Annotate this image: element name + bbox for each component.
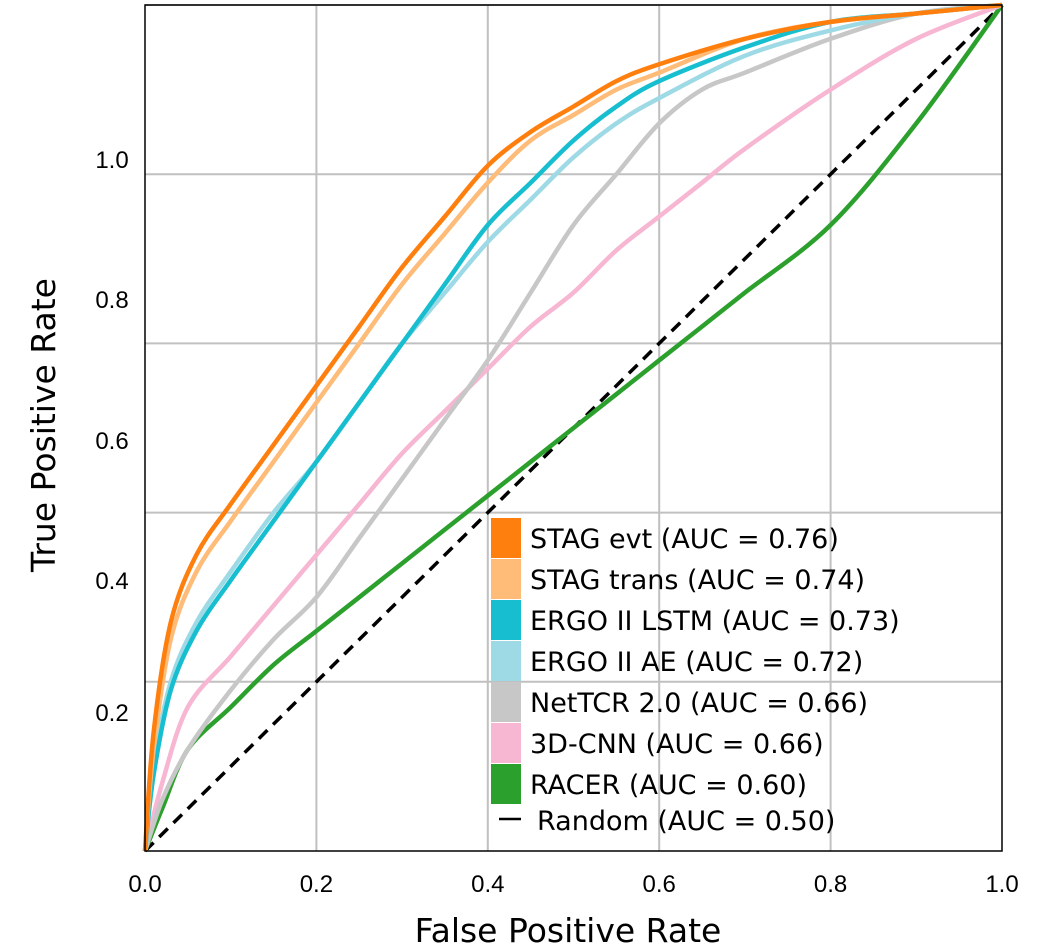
legend-label: RACER (AUC = 0.60) (530, 770, 807, 801)
legend-label: ERGO II AE (AUC = 0.72) (530, 647, 863, 678)
legend-swatch (491, 518, 521, 558)
y-tick-label: 0.6 (95, 428, 128, 455)
y-tick-label: 1.0 (95, 147, 128, 174)
y-tick-labels: 0.2 0.4 0.6 0.8 1.0 (95, 147, 128, 727)
y-axis-title: True Positive Rate (24, 278, 63, 573)
y-tick-label: 0.2 (95, 700, 128, 727)
legend-swatch (491, 641, 521, 681)
legend-label: 3D-CNN (AUC = 0.66) (530, 729, 824, 760)
legend-swatch (491, 600, 521, 640)
series-line-6 (142, 3, 1004, 852)
x-tick-label: 0.2 (300, 871, 333, 898)
legend-label: STAG evt (AUC = 0.76) (530, 524, 839, 555)
series-line-0 (142, 2, 1003, 852)
legend: STAG evt (AUC = 0.76) STAG trans (AUC = 0… (491, 518, 900, 837)
legend-label: Random (AUC = 0.50) (537, 806, 835, 837)
x-tick-label: 0.6 (643, 871, 676, 898)
plot-frame (144, 4, 1003, 852)
series-lines (142, 2, 1004, 853)
legend-label: STAG trans (AUC = 0.74) (530, 565, 865, 596)
x-tick-label: 0.8 (814, 871, 847, 898)
series-line-5 (142, 2, 1003, 852)
series-line-3 (142, 2, 1003, 852)
y-tick-label: 0.4 (95, 568, 128, 595)
legend-label: ERGO II LSTM (AUC = 0.73) (530, 606, 900, 637)
x-axis-title: False Positive Rate (415, 911, 722, 948)
legend-swatch (491, 723, 521, 763)
y-tick-label: 0.8 (95, 287, 128, 314)
legend-swatch (491, 559, 521, 599)
x-tick-label: 0.4 (471, 871, 504, 898)
x-tick-labels: 0.0 0.2 0.4 0.6 0.8 1.0 (128, 871, 1018, 898)
x-tick-label: 1.0 (985, 871, 1018, 898)
x-tick-label: 0.0 (128, 871, 161, 898)
series-line-4 (142, 2, 1003, 852)
legend-swatch (491, 682, 521, 722)
legend-swatch (491, 764, 521, 804)
series-line-2 (142, 2, 1003, 852)
legend-label: NetTCR 2.0 (AUC = 0.66) (530, 688, 868, 719)
